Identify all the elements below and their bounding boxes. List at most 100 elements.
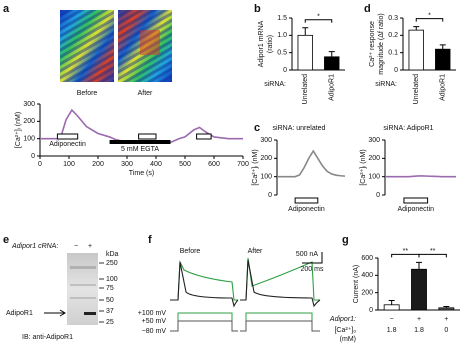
y-axis-label: [Ca²⁺]ᵢ (nM): [252, 149, 259, 185]
y-tick-label: 0: [283, 67, 287, 74]
row-label: Adipor1:: [329, 316, 356, 323]
lane-label: −: [74, 243, 78, 250]
error-bar: [443, 306, 450, 308]
stimulus-box: [196, 133, 212, 140]
bar: [297, 34, 313, 71]
bar: [324, 56, 340, 71]
panel-label: d: [364, 3, 371, 15]
significance-bracket: [304, 19, 333, 23]
category-label: +: [417, 316, 421, 323]
trace: [277, 149, 346, 178]
error-bar: [328, 51, 335, 57]
marker-label: 25: [106, 319, 114, 326]
panel-label: a: [3, 3, 10, 15]
significance-bracket: [415, 18, 444, 22]
marker-label: 250: [106, 260, 118, 267]
image-label: Before: [77, 90, 98, 97]
error-bar: [416, 261, 422, 270]
bar: [411, 268, 427, 311]
trace-title: Before: [180, 248, 201, 255]
group-label: siRNA:: [375, 81, 397, 88]
y-tick-label: 300: [368, 137, 380, 144]
stimulus-box: [56, 133, 79, 140]
ca-value: 0: [444, 327, 448, 334]
scale-bar: [302, 252, 323, 264]
marker-label: 100: [106, 276, 118, 283]
voltage-label: +50 mV: [142, 318, 167, 325]
significance: **: [403, 248, 409, 255]
x-tick-label: 0: [38, 161, 42, 168]
y-axis-label: Ca²⁺ response: [369, 21, 376, 67]
voltage-label: +100 mV: [138, 310, 167, 317]
significance-bracket: [418, 253, 447, 258]
category-label: −: [390, 316, 394, 323]
y-axis-label: Adipor1 mRNA: [258, 20, 265, 67]
x-tick-label: 100: [63, 161, 75, 168]
y-tick-label: 100: [23, 136, 35, 143]
error-bar: [413, 26, 420, 31]
chart-title: siRNA: AdipoR1: [383, 125, 433, 132]
ca-value: 1.8: [387, 327, 397, 334]
stimulus-box: [138, 133, 157, 140]
y-tick-label: 1.0: [277, 32, 287, 39]
y-tick-label: 0: [268, 192, 272, 199]
heatmap-images: [60, 10, 172, 82]
bar: [408, 29, 424, 71]
scale-label: 500 nA: [296, 251, 319, 258]
y-tick-label: 100: [260, 174, 272, 181]
group-label: siRNA:: [264, 81, 286, 88]
significance: **: [430, 248, 436, 255]
y-tick-label: 200: [260, 155, 272, 162]
marker-label: 50: [106, 297, 114, 304]
y-tick-label: 0: [394, 67, 398, 74]
blot-image: [67, 253, 98, 325]
band-label: AdipoR1: [6, 310, 33, 317]
bar: [438, 307, 455, 311]
egta-bar: [109, 140, 171, 144]
scale-label: 200 ms: [301, 266, 324, 273]
significance: *: [317, 14, 320, 21]
marker-label: 75: [106, 285, 114, 292]
row-label: (mM): [340, 336, 356, 343]
x-tick-label: 600: [208, 161, 220, 168]
annotation: Adiponectin: [397, 206, 434, 213]
x-tick-label: 400: [150, 161, 162, 168]
y-tick-label: 0: [369, 307, 373, 314]
y-axis-label: [Ca²⁺]ᵢ (nM): [15, 112, 22, 148]
y-tick-label: 0.2: [388, 32, 398, 39]
annotation: Adiponectin: [49, 141, 86, 148]
unit-label: kDa: [106, 251, 119, 258]
y-tick-label: 0.1: [388, 50, 398, 57]
voltage-label: −80 mV: [142, 328, 167, 335]
significance: *: [428, 13, 431, 20]
category-label: Unrelated: [302, 74, 309, 104]
category-label: +: [444, 316, 448, 323]
marker-ticks: [99, 262, 104, 323]
ca-value: 1.8: [414, 327, 424, 334]
panel-label: c: [254, 122, 260, 134]
y-tick-label: 0.5: [277, 50, 287, 57]
annotation: Adiponectin: [288, 206, 325, 213]
x-tick-label: 300: [121, 161, 133, 168]
error-bar: [302, 27, 309, 36]
error-bar: [439, 44, 446, 50]
annotation: 5 mM EGTA: [121, 146, 159, 153]
image-label: After: [138, 90, 153, 97]
row-label: [Ca²⁺]ₒ: [334, 327, 356, 334]
y-tick-label: 200: [23, 118, 35, 125]
y-axis-label: [Ca²⁺]ᵢ (nM): [360, 149, 367, 185]
lane-label: +: [88, 243, 92, 250]
marker-label: 37: [106, 308, 114, 315]
x-axis-label: Time (s): [129, 170, 154, 177]
y-tick-label: 200: [368, 155, 380, 162]
panel-label: f: [148, 234, 152, 246]
voltage-steps: [170, 312, 320, 332]
y-tick-label: 400: [361, 272, 373, 279]
blot-header: Adipor1 cRNA:: [11, 243, 58, 250]
chart-title: siRNA: unrelated: [273, 125, 326, 132]
y-tick-label: 300: [260, 137, 272, 144]
panel-label: e: [3, 234, 9, 246]
x-tick-label: 500: [179, 161, 191, 168]
y-axis-label: Current (nA): [353, 265, 360, 304]
